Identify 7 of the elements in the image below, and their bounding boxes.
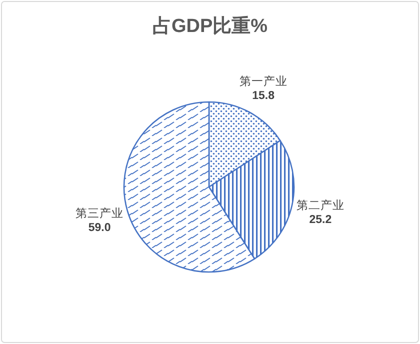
data-label: 15.8 (252, 90, 276, 102)
slice-label: 第二产业 (296, 198, 344, 212)
data-label: 25.2 (309, 214, 332, 226)
data-label: 59.0 (88, 222, 111, 234)
slice-label: 第三产业 (76, 206, 124, 220)
chart-title: 占GDP比重% (152, 15, 268, 37)
slice-label: 第一产业 (239, 74, 288, 88)
